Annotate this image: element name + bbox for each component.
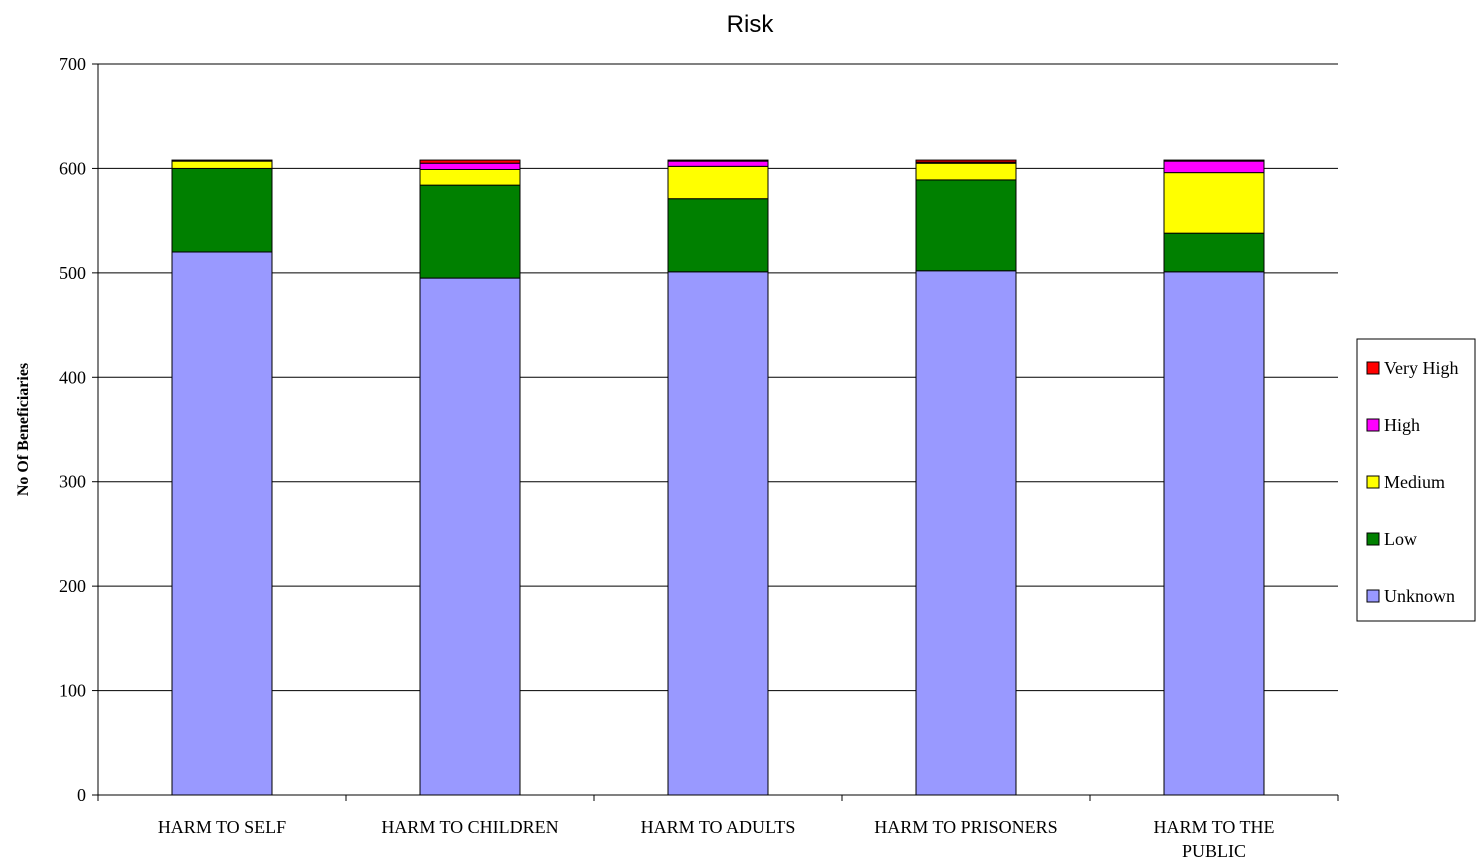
legend-label: Unknown — [1384, 586, 1455, 606]
bar-segment-medium — [171, 160, 273, 169]
legend-swatch — [1366, 475, 1380, 489]
legend-swatch — [1366, 589, 1380, 603]
legend: Very High High Medium Low Unknown — [1356, 338, 1476, 622]
legend-swatch — [1366, 361, 1380, 375]
legend-label: Medium — [1384, 472, 1445, 492]
bar-segment-high — [419, 162, 521, 170]
bar-segment-very-high — [667, 159, 769, 162]
legend-label: Low — [1384, 529, 1417, 549]
y-tick-label: 300 — [59, 472, 86, 492]
bar-segment-unknown — [419, 277, 521, 796]
legend-swatch — [1366, 418, 1380, 432]
x-tick-label: HARM TO ADULTS — [641, 817, 796, 837]
bar-segment-low — [419, 184, 521, 279]
x-tick-label: HARM TO SELF — [158, 817, 286, 837]
y-tick-label: 400 — [59, 367, 86, 387]
x-tick-label: HARM TO THE PUBLIC — [1153, 817, 1274, 861]
bar-segment-high — [171, 159, 273, 162]
bar-segment-unknown — [915, 270, 1017, 796]
bar-segment-high — [667, 160, 769, 167]
bar-segment-very-high — [419, 159, 521, 164]
x-tick-label: HARM TO CHILDREN — [381, 817, 558, 837]
y-tick-label: 200 — [59, 576, 86, 596]
bar-segment-low — [915, 179, 1017, 272]
legend-label: Very High — [1384, 358, 1459, 378]
bar-segment-unknown — [1163, 271, 1265, 796]
y-tick-label: 500 — [59, 263, 86, 283]
y-tick-label: 0 — [77, 785, 86, 805]
bar-segment-low — [171, 167, 273, 253]
bar-segment-low — [667, 198, 769, 273]
bars — [171, 159, 1265, 796]
bar-segment-medium — [667, 165, 769, 200]
legend-label: High — [1384, 415, 1420, 435]
bar-segment-medium — [915, 162, 1017, 181]
y-axis-label: No Of Beneficiaries — [15, 363, 32, 496]
bar-segment-unknown — [171, 251, 273, 796]
bar-segment-very-high — [915, 159, 1017, 163]
bar-segment-high — [1163, 160, 1265, 174]
bar-segment-medium — [1163, 172, 1265, 234]
legend-swatch — [1366, 532, 1380, 546]
y-tick-label: 100 — [59, 681, 86, 701]
chart-title: Risk — [727, 11, 775, 38]
bar-segment-medium — [419, 168, 521, 186]
axes: 0 100 200 300 400 500 600 700 HARM TO SELF HARM T… — [15, 54, 1339, 861]
bar-segment-very-high — [1163, 159, 1265, 162]
y-tick-label: 700 — [59, 54, 86, 74]
x-tick-label: HARM TO PRISONERS — [874, 817, 1057, 837]
y-tick-label: 600 — [59, 158, 86, 178]
bar-segment-low — [1163, 232, 1265, 273]
bar-segment-unknown — [667, 271, 769, 796]
